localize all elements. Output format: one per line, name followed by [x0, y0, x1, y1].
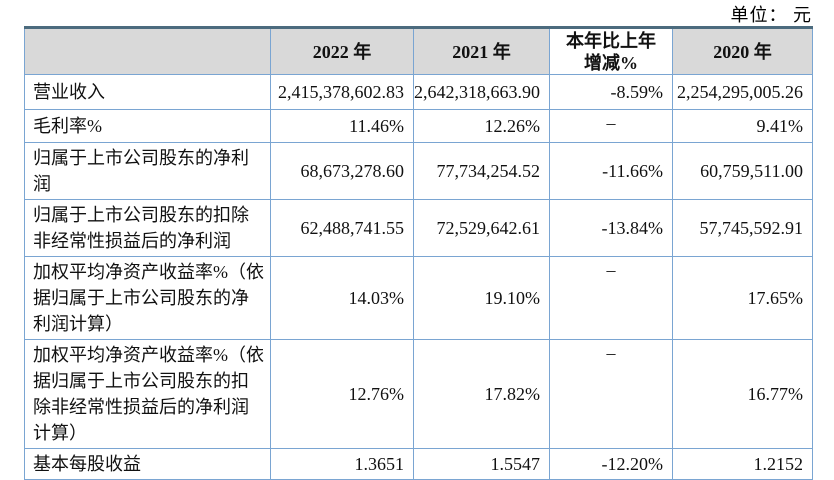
col-header-2021: 2021 年 — [413, 27, 550, 75]
value-yoy-change: -12.20% — [549, 448, 673, 480]
table-row-weighted-roe-deducted: 加权平均净资产收益率%（依 据归属于上市公司股东的扣 除非经常性损益后的净利润 … — [24, 339, 813, 449]
value-yoy-change: – — [549, 256, 673, 340]
value-2022: 12.76% — [270, 339, 414, 449]
value-2020: 17.65% — [672, 256, 813, 340]
row-label: 加权平均净资产收益率%（依 据归属于上市公司股东的扣 除非经常性损益后的净利润 … — [24, 339, 271, 449]
header-row: 2022 年 2021 年 本年比上年 增减% 2020 年 — [24, 27, 813, 75]
value-2020: 60,759,511.00 — [672, 142, 813, 200]
value-2020: 2,254,295,005.26 — [672, 74, 813, 110]
value-2020: 57,745,592.91 — [672, 199, 813, 257]
value-2021: 2,642,318,663.90 — [413, 74, 550, 110]
financial-summary-table: 2022 年 2021 年 本年比上年 增减% 2020 年 营业收入 2,41… — [24, 26, 813, 480]
row-label: 归属于上市公司股东的净利 润 — [24, 142, 271, 200]
table-row-net-profit-deducted: 归属于上市公司股东的扣除 非经常性损益后的净利润 62,488,741.55 7… — [24, 199, 813, 257]
value-yoy-change: – — [549, 109, 673, 143]
value-2021: 77,734,254.52 — [413, 142, 550, 200]
unit-label: 单位： 元 — [730, 5, 812, 25]
value-2021: 19.10% — [413, 256, 550, 340]
table-row-net-profit: 归属于上市公司股东的净利 润 68,673,278.60 77,734,254.… — [24, 142, 813, 200]
row-label: 归属于上市公司股东的扣除 非经常性损益后的净利润 — [24, 199, 271, 257]
value-2021: 12.26% — [413, 109, 550, 143]
value-yoy-change: -8.59% — [549, 74, 673, 110]
table-row-gross-margin: 毛利率% 11.46% 12.26% – 9.41% — [24, 109, 813, 143]
value-yoy-change: -13.84% — [549, 199, 673, 257]
row-label: 营业收入 — [24, 74, 271, 110]
value-2022: 14.03% — [270, 256, 414, 340]
value-2022: 2,415,378,602.83 — [270, 74, 414, 110]
value-2020: 1.2152 — [672, 448, 813, 480]
value-2022: 11.46% — [270, 109, 414, 143]
value-2021: 72,529,642.61 — [413, 199, 550, 257]
value-2022: 1.3651 — [270, 448, 414, 480]
value-2022: 62,488,741.55 — [270, 199, 414, 257]
table-row-basic-eps: 基本每股收益 1.3651 1.5547 -12.20% 1.2152 — [24, 448, 813, 480]
row-label: 毛利率% — [24, 109, 271, 143]
value-2021: 17.82% — [413, 339, 550, 449]
table-row-weighted-roe: 加权平均净资产收益率%（依 据归属于上市公司股东的净 利润计算） 14.03% … — [24, 256, 813, 340]
col-header-yoy-change: 本年比上年 增减% — [549, 27, 673, 75]
table-row-revenue: 营业收入 2,415,378,602.83 2,642,318,663.90 -… — [24, 74, 813, 110]
value-2020: 9.41% — [672, 109, 813, 143]
row-label: 基本每股收益 — [24, 448, 271, 480]
col-header-2022: 2022 年 — [270, 27, 414, 75]
value-2021: 1.5547 — [413, 448, 550, 480]
value-yoy-change: – — [549, 339, 673, 449]
row-label: 加权平均净资产收益率%（依 据归属于上市公司股东的净 利润计算） — [24, 256, 271, 340]
value-2020: 16.77% — [672, 339, 813, 449]
value-yoy-change: -11.66% — [549, 142, 673, 200]
value-2022: 68,673,278.60 — [270, 142, 414, 200]
col-header-metric — [24, 27, 271, 75]
col-header-2020: 2020 年 — [672, 27, 813, 75]
